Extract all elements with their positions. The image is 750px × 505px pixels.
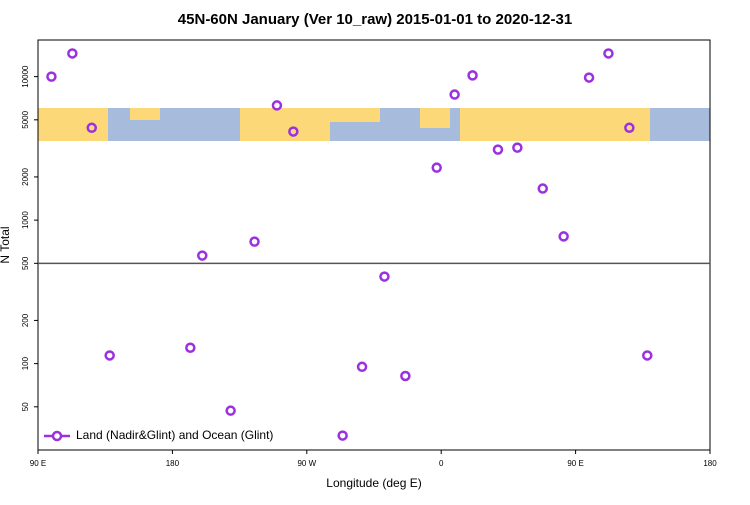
- data-point: [583, 72, 595, 83]
- y-tick-label: 2000: [21, 167, 30, 185]
- data-point: [431, 162, 442, 173]
- data-point: [558, 231, 569, 242]
- data-point: [449, 89, 460, 100]
- y-tick-label: 5000: [21, 110, 30, 128]
- data-point: [337, 430, 348, 441]
- data-point: [512, 142, 523, 153]
- data-point: [185, 342, 196, 353]
- x-tick-label: 90 E: [30, 459, 46, 468]
- data-point: [356, 361, 368, 373]
- data-point: [492, 144, 504, 155]
- data-point: [67, 48, 78, 59]
- data-point: [288, 126, 299, 137]
- data-point: [400, 370, 411, 382]
- data-point: [642, 350, 653, 361]
- data-point: [225, 405, 236, 416]
- x-tick-label: 180: [166, 459, 180, 468]
- x-axis-label: Longitude (deg E): [326, 476, 421, 490]
- legend-label: Land (Nadir&Glint) and Ocean (Glint): [76, 428, 273, 442]
- x-tick-label: 90 W: [297, 459, 316, 468]
- legend-marker: [51, 430, 63, 442]
- y-tick-label: 10000: [21, 65, 30, 88]
- data-point: [467, 70, 478, 81]
- data-point: [104, 350, 115, 361]
- y-tick-label: 50: [21, 402, 30, 411]
- plot-frame: [37, 39, 711, 451]
- y-tick-label: 500: [21, 256, 30, 270]
- data-point: [271, 100, 283, 111]
- map-strip: [38, 108, 710, 141]
- y-tick-label: 1000: [21, 211, 30, 229]
- x-tick-label: 0: [439, 459, 444, 468]
- data-point: [46, 71, 57, 82]
- data-point: [197, 250, 208, 261]
- y-tick-label: 200: [21, 313, 30, 327]
- chart-title: 45N-60N January (Ver 10_raw) 2015-01-01 …: [178, 11, 572, 28]
- data-point: [603, 48, 614, 59]
- data-point: [537, 183, 548, 194]
- y-axis-label: N Total: [0, 226, 12, 263]
- data-point: [379, 271, 390, 282]
- x-tick-label: 180: [703, 459, 717, 468]
- y-tick-label: 100: [21, 356, 30, 370]
- data-point: [624, 122, 635, 134]
- x-tick-label: 90 E: [567, 459, 583, 468]
- data-point: [86, 122, 98, 134]
- data-point: [249, 236, 260, 247]
